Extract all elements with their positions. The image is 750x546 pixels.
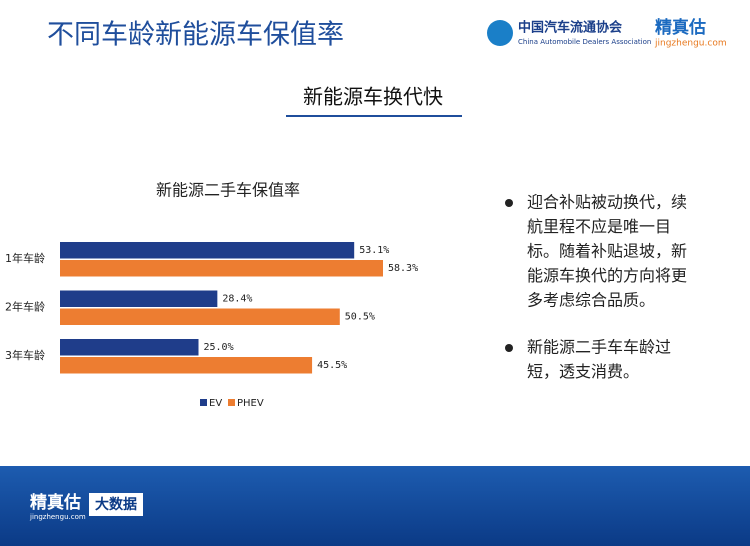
value-label: 58.3% bbox=[388, 263, 418, 274]
bullet-dot bbox=[505, 344, 513, 352]
bullet-text: 多考虑综合品质。 bbox=[527, 291, 655, 310]
subtitle: 新能源车换代快 bbox=[303, 85, 443, 109]
value-label: 25.0% bbox=[204, 342, 234, 353]
bullet-text: 迎合补贴被动换代，续 bbox=[527, 193, 687, 212]
value-label: 50.5% bbox=[345, 312, 375, 323]
association-logo bbox=[487, 20, 513, 46]
footer-brand: 精真估 bbox=[30, 492, 81, 513]
category-label: 2年车龄 bbox=[5, 300, 45, 314]
brand-logo: 精真估 bbox=[655, 17, 706, 38]
legend-label: PHEV bbox=[237, 398, 264, 409]
bar bbox=[60, 357, 313, 374]
association-name: 中国汽车流通协会 bbox=[518, 20, 623, 36]
association-en: China Automobile Dealers Association bbox=[518, 38, 651, 46]
bullet-text: 新能源二手车车龄过 bbox=[527, 338, 671, 357]
bar bbox=[60, 290, 218, 307]
value-label: 28.4% bbox=[222, 294, 252, 305]
chart-title: 新能源二手车保值率 bbox=[156, 181, 300, 200]
slide-title: 不同车龄新能源车保值率 bbox=[47, 20, 344, 51]
footer-badge-text: 大数据 bbox=[95, 496, 137, 513]
footer-url: jingzhengu.com bbox=[29, 513, 86, 521]
legend-swatch bbox=[228, 399, 235, 406]
bullet-dot bbox=[505, 199, 513, 207]
bar bbox=[60, 260, 383, 277]
bullet-text: 航里程不应是唯一目 bbox=[527, 217, 671, 236]
bar bbox=[60, 339, 199, 356]
category-label: 3年车龄 bbox=[5, 348, 45, 362]
category-label: 1年车龄 bbox=[5, 251, 45, 265]
value-label: 45.5% bbox=[317, 360, 347, 371]
legend-swatch bbox=[200, 399, 207, 406]
value-label: 53.1% bbox=[359, 245, 389, 256]
bullet-text: 标。随着补贴退坡，新 bbox=[527, 242, 687, 261]
footer-badge bbox=[89, 493, 143, 516]
bar bbox=[60, 242, 355, 259]
bullet-text: 短，透支消费。 bbox=[527, 362, 639, 381]
bullet-text: 能源车换代的方向将更 bbox=[527, 266, 687, 285]
legend-label: EV bbox=[209, 398, 222, 409]
brand-url: jingzhengu.com bbox=[654, 39, 727, 49]
bar bbox=[60, 308, 340, 325]
